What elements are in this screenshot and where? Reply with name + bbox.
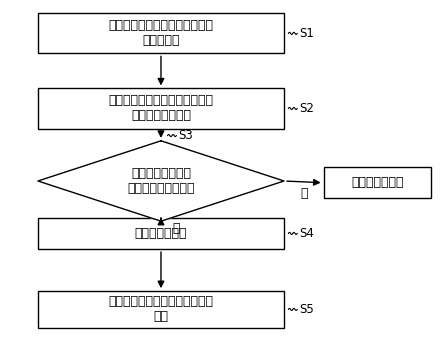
Text: 设定搜索补偿角: 设定搜索补偿角 [135,227,187,240]
Text: S5: S5 [299,303,314,316]
Text: 是: 是 [173,222,180,235]
Text: S1: S1 [299,27,314,40]
Text: S4: S4 [299,227,314,240]
Polygon shape [38,141,284,221]
Text: 否: 否 [300,187,307,200]
FancyBboxPatch shape [38,13,284,54]
FancyBboxPatch shape [324,167,431,198]
FancyBboxPatch shape [38,218,284,249]
Text: 根据搜索补偿角对星载雷达进行
补偿: 根据搜索补偿角对星载雷达进行 补偿 [109,295,214,323]
Text: 检测航天器平台姿态角的变化量
和变化方向: 检测航天器平台姿态角的变化量 和变化方向 [109,20,214,47]
Text: 星载雷达姿态角的
变化量是否超过阈值: 星载雷达姿态角的 变化量是否超过阈值 [127,167,195,195]
Text: S2: S2 [299,102,314,115]
Text: 坐标变换得出星载雷达姿态角的
变化量和变化方向: 坐标变换得出星载雷达姿态角的 变化量和变化方向 [109,94,214,122]
Text: 不进行补偿控制: 不进行补偿控制 [351,176,404,189]
FancyBboxPatch shape [38,291,284,328]
Text: S3: S3 [178,129,193,142]
FancyBboxPatch shape [38,88,284,129]
